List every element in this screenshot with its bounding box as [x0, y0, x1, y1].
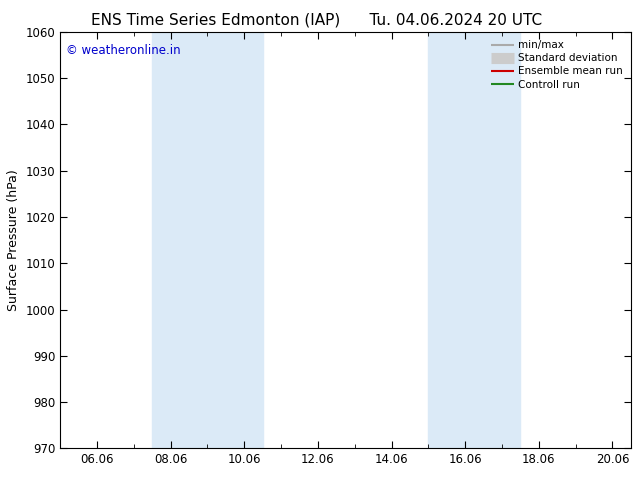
- Text: © weatheronline.in: © weatheronline.in: [66, 44, 181, 57]
- Bar: [429, 32, 521, 448]
- Bar: [152, 32, 262, 448]
- Y-axis label: Surface Pressure (hPa): Surface Pressure (hPa): [7, 169, 20, 311]
- Text: ENS Time Series Edmonton (IAP)      Tu. 04.06.2024 20 UTC: ENS Time Series Edmonton (IAP) Tu. 04.06…: [91, 12, 543, 27]
- Legend: min/max, Standard deviation, Ensemble mean run, Controll run: min/max, Standard deviation, Ensemble me…: [488, 37, 626, 93]
